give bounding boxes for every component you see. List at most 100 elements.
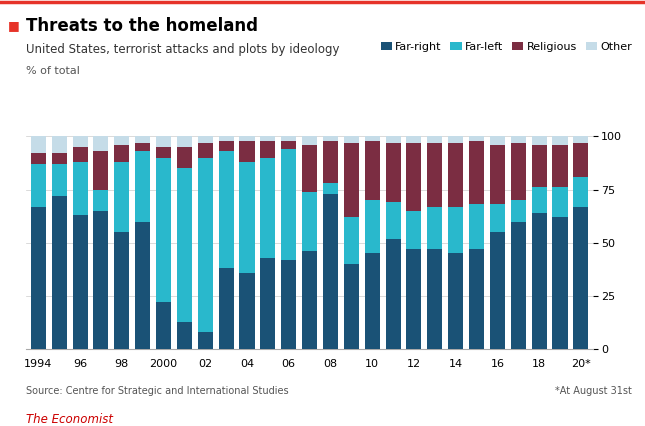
Bar (469, 136, 484, 141)
Bar (344, 143, 359, 217)
Bar (219, 268, 233, 349)
Bar (52, 153, 66, 164)
Bar (469, 204, 484, 249)
Bar (302, 251, 317, 349)
Bar (114, 162, 129, 232)
Bar (302, 136, 317, 145)
Bar (553, 136, 568, 145)
Bar (448, 143, 463, 207)
Bar (156, 136, 171, 147)
Bar (573, 207, 588, 349)
Text: Threats to the homeland: Threats to the homeland (26, 17, 258, 35)
Bar (94, 136, 108, 151)
Text: % of total: % of total (26, 66, 80, 76)
Bar (31, 164, 46, 207)
Bar (135, 136, 150, 143)
Bar (553, 187, 568, 217)
Bar (427, 143, 442, 207)
Bar (72, 162, 88, 215)
Bar (135, 222, 150, 349)
Bar (386, 239, 401, 349)
Text: *At August 31st: *At August 31st (555, 386, 632, 395)
Bar (114, 145, 129, 162)
Legend: Far-right, Far-left, Religious, Other: Far-right, Far-left, Religious, Other (376, 37, 636, 57)
Bar (177, 147, 192, 168)
Bar (406, 136, 421, 143)
Bar (469, 141, 484, 204)
Bar (386, 202, 401, 239)
Text: Source: Centre for Strategic and International Studies: Source: Centre for Strategic and Interna… (26, 386, 288, 395)
Bar (364, 253, 380, 349)
Bar (281, 141, 296, 149)
Bar (177, 168, 192, 322)
Bar (344, 136, 359, 143)
Bar (427, 249, 442, 349)
Bar (281, 136, 296, 141)
Bar (31, 153, 46, 164)
Bar (261, 141, 275, 158)
Text: United States, terrorist attacks and plots by ideology: United States, terrorist attacks and plo… (26, 43, 339, 56)
Bar (302, 145, 317, 192)
Bar (364, 136, 380, 141)
Bar (344, 264, 359, 349)
Bar (261, 158, 275, 258)
Bar (490, 232, 505, 349)
Bar (323, 136, 338, 141)
Bar (364, 200, 380, 253)
Text: ■: ■ (8, 19, 19, 32)
Bar (281, 260, 296, 349)
Bar (323, 183, 338, 194)
Bar (239, 273, 255, 349)
Bar (573, 143, 588, 177)
Bar (72, 215, 88, 349)
Bar (427, 136, 442, 143)
Bar (198, 158, 213, 332)
Bar (427, 207, 442, 249)
Bar (573, 136, 588, 143)
Bar (553, 145, 568, 187)
Bar (511, 222, 526, 349)
Bar (323, 141, 338, 183)
Bar (448, 253, 463, 349)
Bar (72, 136, 88, 147)
Text: The Economist: The Economist (26, 413, 113, 426)
Bar (386, 143, 401, 202)
Bar (364, 141, 380, 200)
Bar (239, 136, 255, 141)
Bar (261, 136, 275, 141)
Bar (94, 151, 108, 190)
Bar (114, 136, 129, 145)
Bar (302, 192, 317, 251)
Bar (114, 232, 129, 349)
Bar (52, 164, 66, 196)
Bar (406, 211, 421, 249)
Bar (490, 145, 505, 204)
Bar (573, 177, 588, 207)
Bar (198, 143, 213, 158)
Bar (531, 213, 547, 349)
Bar (344, 217, 359, 264)
Bar (531, 136, 547, 145)
Bar (219, 136, 233, 141)
Bar (177, 136, 192, 147)
Bar (531, 145, 547, 187)
Bar (135, 151, 150, 222)
Bar (323, 194, 338, 349)
Bar (219, 141, 233, 151)
Bar (52, 136, 66, 153)
Bar (52, 196, 66, 349)
Bar (281, 149, 296, 260)
Bar (94, 211, 108, 349)
Bar (31, 207, 46, 349)
Bar (156, 147, 171, 158)
Bar (511, 143, 526, 200)
Bar (261, 258, 275, 349)
Bar (198, 136, 213, 143)
Bar (448, 136, 463, 143)
Bar (239, 162, 255, 273)
Bar (31, 136, 46, 153)
Bar (469, 249, 484, 349)
Bar (198, 332, 213, 349)
Bar (219, 151, 233, 268)
Bar (490, 136, 505, 145)
